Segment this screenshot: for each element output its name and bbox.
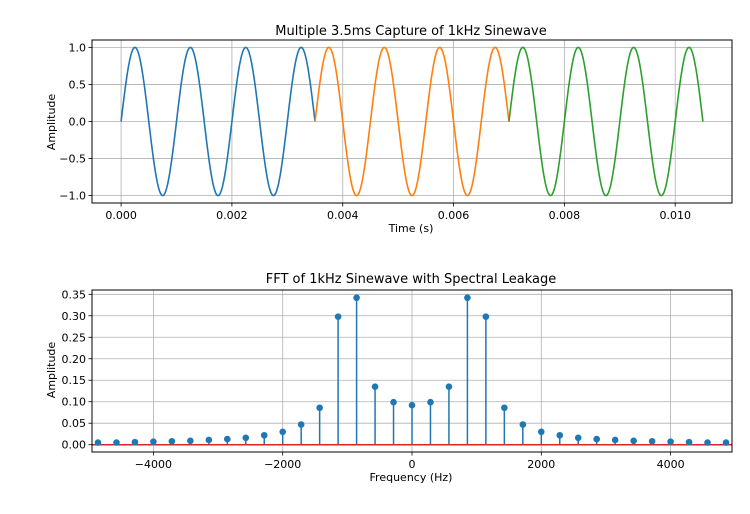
fft-stem-marker bbox=[297, 421, 305, 428]
capture-series-3 bbox=[508, 46, 704, 197]
fft-stem-marker bbox=[242, 434, 250, 442]
plot0-x-tick-label: 0.004 bbox=[327, 209, 359, 222]
fft-stem-marker bbox=[593, 435, 601, 443]
plot2-title: FFT of 1kHz Sinewave with Spectral Leaka… bbox=[266, 272, 557, 287]
plot0-x-tick-label: 0.002 bbox=[216, 209, 248, 222]
plot1-y-axis-label: Amplitude bbox=[45, 94, 58, 151]
fft-stem-marker bbox=[611, 436, 619, 444]
plot1-y-tick-label: 0.30 bbox=[62, 310, 87, 323]
fft-stem-marker bbox=[501, 404, 508, 412]
fft-stem-marker bbox=[574, 434, 582, 442]
plot0-y-tick-label: 0.5 bbox=[69, 78, 87, 91]
fft-stem-marker bbox=[519, 421, 527, 428]
plot1-y-tick-label: 0.35 bbox=[62, 288, 87, 301]
capture-series-2 bbox=[314, 46, 510, 197]
fft-stem-marker bbox=[537, 428, 545, 436]
fft-stem-marker bbox=[722, 439, 730, 446]
plot1-y-tick-label: 0.20 bbox=[62, 353, 87, 366]
plot1-x-tick-label: −4000 bbox=[135, 458, 172, 471]
fft-stem-marker bbox=[482, 313, 490, 320]
fft-stem-marker bbox=[94, 439, 102, 446]
plot1-title: Multiple 3.5ms Capture of 1kHz Sinewave bbox=[275, 24, 546, 39]
fft-stem-marker bbox=[260, 431, 268, 439]
plot1-x-tick-label: 0 bbox=[409, 458, 416, 471]
plot0-x-tick-label: 0.008 bbox=[549, 209, 581, 222]
plot1-x-axis-label: Time (s) bbox=[388, 222, 434, 235]
plot0-x-tick-label: 0.010 bbox=[659, 209, 691, 222]
plot0-y-tick-label: 1.0 bbox=[69, 41, 87, 54]
plot1-x-tick-label: −2000 bbox=[264, 458, 301, 471]
fft-stem-marker bbox=[630, 437, 637, 445]
plot1-frame bbox=[91, 39, 733, 204]
fft-stem-marker bbox=[556, 431, 564, 439]
fft-stem-marker bbox=[685, 438, 693, 446]
fft-stem-marker bbox=[334, 313, 342, 320]
sine-capture-plot: Multiple 3.5ms Capture of 1kHz Sinewave … bbox=[45, 24, 733, 235]
plot1-y-tick-label: 0.00 bbox=[62, 439, 87, 452]
fft-stem-marker bbox=[648, 437, 656, 445]
fft-stem-marker bbox=[704, 439, 711, 446]
plot1-y-tick-label: 0.05 bbox=[62, 417, 87, 430]
plot2-frame bbox=[91, 289, 733, 453]
plot1-x-tick-label: 2000 bbox=[527, 458, 555, 471]
plot0-x-tick-label: 0.006 bbox=[438, 209, 470, 222]
plot2-x-axis-label: Frequency (Hz) bbox=[370, 471, 453, 484]
fft-stem-marker bbox=[667, 438, 674, 445]
plot0-y-tick-label: −1.0 bbox=[59, 190, 86, 203]
fft-stem-marker bbox=[279, 428, 287, 436]
fft-stem-marker bbox=[353, 294, 360, 302]
fft-stem-marker bbox=[113, 439, 120, 446]
plot0-y-tick-label: 0.0 bbox=[69, 116, 87, 129]
fft-stem-marker bbox=[390, 398, 397, 406]
plot1-y-tick-label: 0.15 bbox=[62, 374, 87, 387]
fft-stem-marker bbox=[168, 437, 176, 445]
fft-stem-marker bbox=[408, 401, 416, 409]
capture-series-1 bbox=[120, 46, 316, 197]
plot0-y-tick-label: −0.5 bbox=[59, 153, 86, 166]
fft-stem-marker bbox=[464, 294, 471, 302]
fft-stem-marker bbox=[316, 404, 323, 412]
plot1-y-tick-label: 0.10 bbox=[62, 396, 87, 409]
fft-stem-marker bbox=[150, 438, 157, 445]
plot2-y-axis-label: Amplitude bbox=[45, 342, 58, 399]
fft-stem-plot: FFT of 1kHz Sinewave with Spectral Leaka… bbox=[45, 272, 733, 484]
fft-stem-marker bbox=[223, 435, 231, 443]
fft-stem-marker bbox=[187, 437, 194, 445]
fft-stem-marker bbox=[371, 383, 379, 390]
plot1-x-tick-label: 4000 bbox=[657, 458, 685, 471]
plot0-x-tick-label: 0.000 bbox=[105, 209, 137, 222]
fft-stem-marker bbox=[445, 383, 453, 390]
plot1-y-tick-label: 0.25 bbox=[62, 331, 87, 344]
fft-stem-marker bbox=[427, 398, 434, 406]
fft-stem-marker bbox=[205, 436, 213, 444]
fft-stem-marker bbox=[131, 438, 139, 446]
